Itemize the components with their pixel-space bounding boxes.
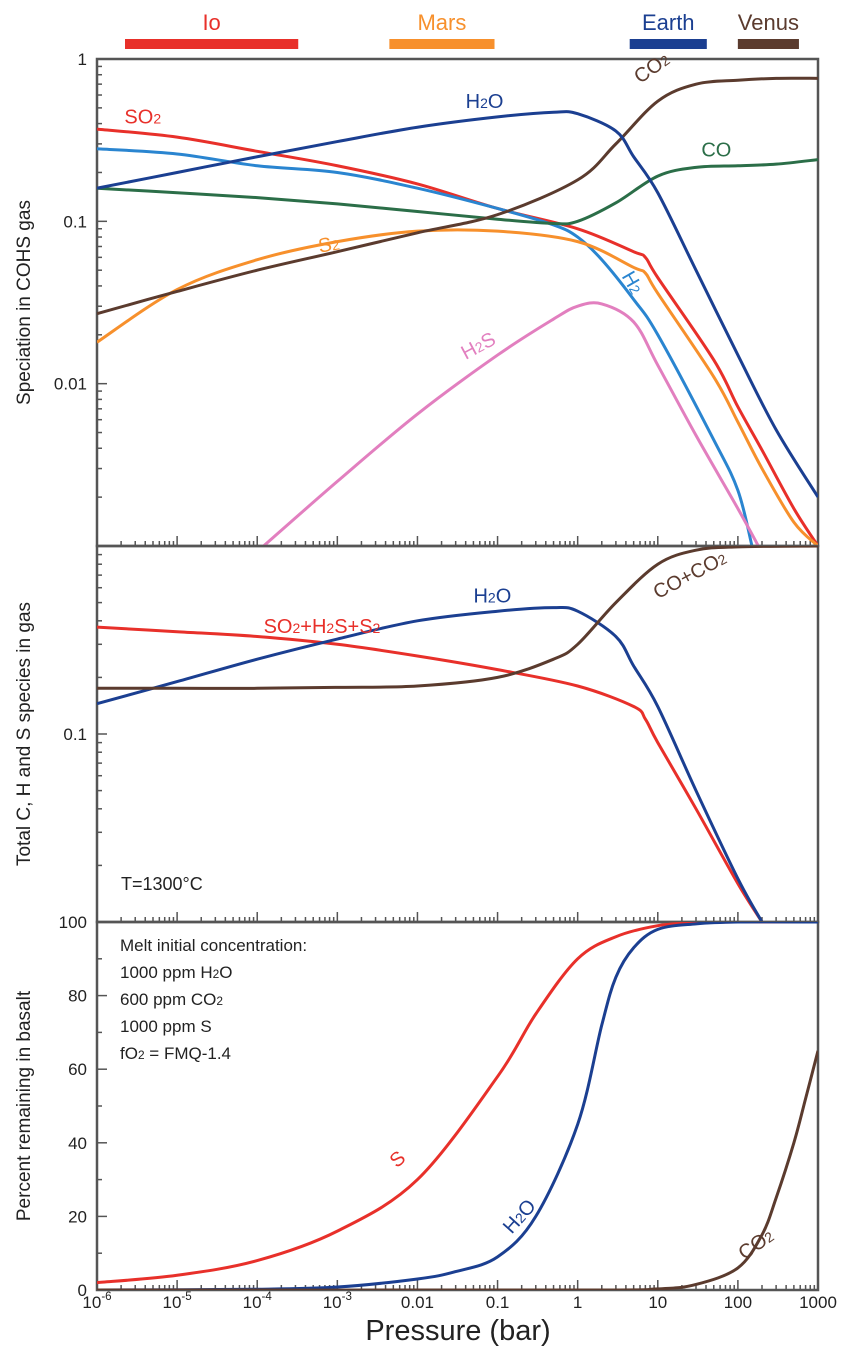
top-frame <box>95 57 820 548</box>
x-tick-label: 0.1 <box>486 1293 510 1312</box>
bottom-y-tick-label: 40 <box>68 1134 87 1153</box>
bottom-series-h2o <box>97 922 818 1290</box>
x-tick-label: 10-6 <box>82 1291 111 1312</box>
bottom-y-tick-label: 0 <box>78 1281 87 1300</box>
melt-concentration-line: fO2 = FMQ-1.4 <box>120 1044 231 1063</box>
x-tick-label: 0.01 <box>401 1293 434 1312</box>
top-series-h2 <box>97 147 754 546</box>
melt-concentration-title: Melt initial concentration: <box>120 936 307 955</box>
x-tick-label: 10-4 <box>243 1291 273 1312</box>
x-tick-label: 1 <box>573 1293 582 1312</box>
top-y-tick-label: 0.1 <box>63 212 87 231</box>
planet-label-venus: Venus <box>738 10 799 35</box>
top-series-so2 <box>97 127 818 546</box>
top-y-tick-label: 0.01 <box>54 375 87 394</box>
x-tick-label: 10 <box>648 1293 667 1312</box>
middle-series-so2-h2s-s2 <box>97 625 764 922</box>
melt-concentration-line: 1000 ppm H2O <box>120 963 232 982</box>
middle-label-h2o: H2O <box>473 586 511 608</box>
middle-frame <box>95 544 820 924</box>
bottom-y-tick-label: 80 <box>68 987 87 1006</box>
x-tick-label: 100 <box>724 1293 752 1312</box>
x-axis-label: Pressure (bar) <box>365 1315 550 1347</box>
top-series-h2s <box>262 301 760 546</box>
middle-y-axis-label: Total C, H and S species in gas <box>14 602 35 866</box>
planet-label-mars: Mars <box>417 10 466 35</box>
planet-bar-earth <box>629 39 707 49</box>
planet-bar-mars <box>389 39 495 49</box>
planet-label-io: Io <box>202 10 220 35</box>
top-label-h2o: H2O <box>466 91 504 113</box>
top-y-tick-label: 1 <box>78 50 87 69</box>
bottom-series-co2 <box>97 1050 818 1290</box>
planet-label-earth: Earth <box>642 10 695 35</box>
total-species-panel: Total C, H and S species in gas 0.1 SO2+H2… <box>14 544 820 924</box>
top-label-so2: SO2 <box>124 107 161 129</box>
temperature-annotation: T=1300°C <box>121 874 203 894</box>
x-tick-label: 10-5 <box>163 1291 192 1312</box>
planet-bar-io <box>125 39 299 49</box>
planet-bar-venus <box>737 39 799 49</box>
x-axis: Pressure (bar) 10-6 10-5 10-4 10-3 0.01 0.1 1 1… <box>82 1291 837 1347</box>
top-label-co: CO <box>701 140 731 162</box>
bottom-label-h2o: H2O <box>499 1195 541 1238</box>
x-tick-label: 1000 <box>799 1293 837 1312</box>
middle-label-so2-h2s-s2: SO2+H2S+S2 <box>264 616 381 638</box>
melt-concentration-line: 1000 ppm S <box>120 1017 212 1036</box>
planet-bars: Io Mars Earth Venus <box>125 10 799 49</box>
top-series-co <box>97 158 818 226</box>
bottom-y-tick-label: 20 <box>68 1207 87 1226</box>
top-series-s2 <box>97 228 818 546</box>
middle-series-h2o <box>97 606 764 922</box>
middle-y-tick-label: 0.1 <box>63 725 87 744</box>
percent-remaining-panel: Percent remaining in basalt 0 20 40 60 80 100 S… <box>14 913 820 1300</box>
top-series-h2o <box>97 110 818 498</box>
middle-series-co-co2 <box>97 546 818 690</box>
x-tick-label: 10-3 <box>323 1291 352 1312</box>
top-y-axis-label: Speciation in COHS gas <box>14 200 35 405</box>
middle-label-co-co2: CO+CO2 <box>650 547 731 604</box>
top-label-co2: CO2 <box>630 48 674 88</box>
speciation-panel: Speciation in COHS gas 1 0.1 0.01 SO2 H2O CO2 C… <box>14 48 820 548</box>
top-label-h2s: H2S <box>458 328 500 364</box>
bottom-label-co2: CO2 <box>734 1225 778 1265</box>
melt-concentration-line: 600 ppm CO2 <box>120 990 223 1009</box>
bottom-y-axis-label: Percent remaining in basalt <box>14 990 35 1221</box>
top-label-s2: S2 <box>317 232 342 257</box>
top-series-co2 <box>97 76 818 316</box>
bottom-label-s: S <box>386 1147 410 1172</box>
bottom-y-tick-label: 60 <box>68 1060 87 1079</box>
bottom-y-tick-label: 100 <box>59 913 87 932</box>
